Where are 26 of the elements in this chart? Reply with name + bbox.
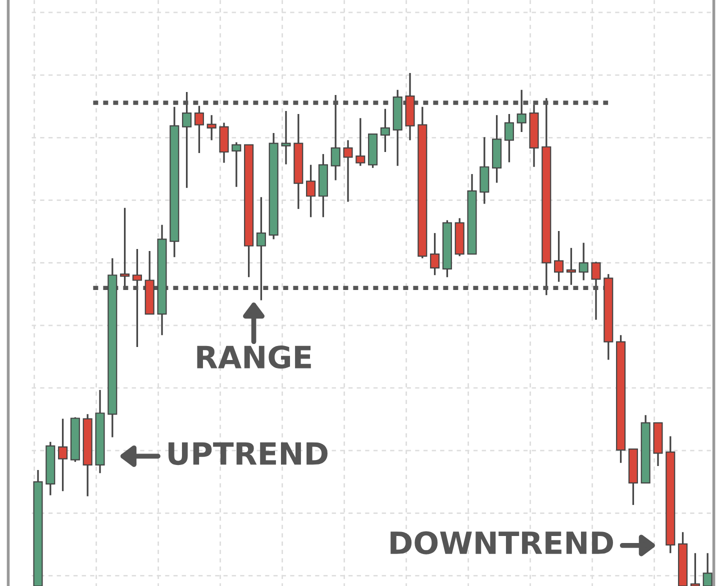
candlestick: [504, 113, 514, 164]
candlestick: [380, 108, 390, 153]
candlestick: [330, 94, 340, 182]
candlestick: [356, 117, 366, 167]
candlestick: [58, 418, 68, 492]
candlestick: [554, 230, 564, 283]
candlestick: [690, 552, 700, 586]
annotation: DOWNTREND: [390, 531, 613, 554]
candlestick: [194, 104, 204, 154]
candlestick: [702, 552, 712, 586]
candlestick: [206, 114, 216, 142]
candlestick: [306, 164, 316, 218]
candlestick: [120, 207, 130, 289]
candlestick: [281, 110, 291, 166]
candlestick: [132, 248, 142, 348]
annotation: RANGE: [197, 346, 311, 369]
candlestick: [591, 260, 601, 321]
candlestick: [232, 141, 242, 188]
candlestick: [430, 232, 440, 276]
candlestick: [343, 139, 353, 203]
candlestick: [578, 242, 588, 282]
candlestick: [516, 89, 526, 133]
annotation: UPTREND: [168, 442, 328, 466]
candlestick: [182, 91, 192, 189]
candlestick: [256, 196, 266, 302]
candlestick: [566, 247, 576, 286]
